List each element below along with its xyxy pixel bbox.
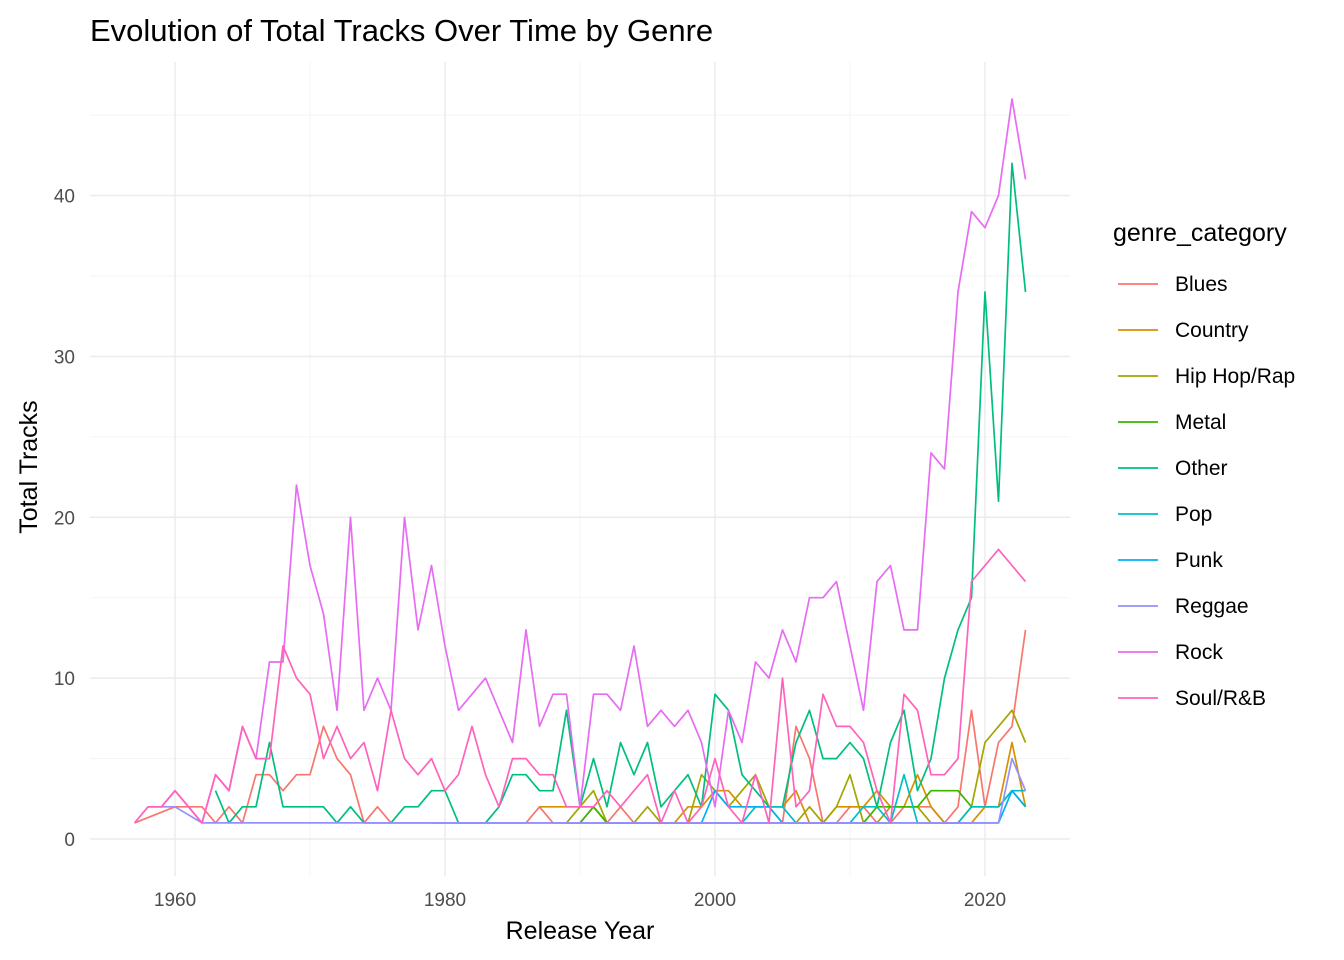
legend-label-other: Other xyxy=(1175,457,1228,480)
legend-label-hip-hop-rap: Hip Hop/Rap xyxy=(1175,365,1295,388)
y-tick-label: 30 xyxy=(54,347,75,368)
x-axis-title: Release Year xyxy=(506,917,655,945)
chart-title: Evolution of Total Tracks Over Time by G… xyxy=(90,13,713,48)
x-tick-label: 2020 xyxy=(964,890,1006,911)
series-layer xyxy=(133,98,1027,824)
plot-grid xyxy=(90,62,1070,876)
x-tick-label: 1980 xyxy=(424,890,466,911)
y-axis-ticks: 0 10 20 30 40 xyxy=(54,187,75,851)
legend-label-soul-r-b: Soul/R&B xyxy=(1175,687,1266,710)
legend: genre_category Blues Country Hip Hop/Rap Me… xyxy=(1113,219,1295,710)
series-line-soul-r-b xyxy=(133,548,1027,824)
y-axis-title: Total Tracks xyxy=(15,400,43,533)
legend-label-rock: Rock xyxy=(1175,641,1223,664)
y-tick-label: 10 xyxy=(54,669,75,690)
legend-title: genre_category xyxy=(1113,219,1287,247)
series-line-reggae xyxy=(148,757,1027,824)
legend-label-reggae: Reggae xyxy=(1175,595,1249,618)
y-tick-label: 40 xyxy=(54,187,75,208)
x-tick-label: 1960 xyxy=(154,890,196,911)
x-tick-label: 2000 xyxy=(694,890,736,911)
y-tick-label: 20 xyxy=(54,508,75,529)
legend-items: Blues Country Hip Hop/Rap Metal Other Pop Punk… xyxy=(1118,273,1295,710)
x-axis-ticks: 1960 1980 2000 2020 xyxy=(154,890,1006,911)
legend-label-punk: Punk xyxy=(1175,549,1223,572)
legend-label-blues: Blues xyxy=(1175,273,1228,296)
series-line-rock xyxy=(148,98,1027,824)
legend-label-pop: Pop xyxy=(1175,503,1212,526)
legend-label-metal: Metal xyxy=(1175,411,1226,434)
legend-label-country: Country xyxy=(1175,319,1249,342)
series-line-other xyxy=(214,162,1027,824)
y-tick-label: 0 xyxy=(64,830,75,851)
